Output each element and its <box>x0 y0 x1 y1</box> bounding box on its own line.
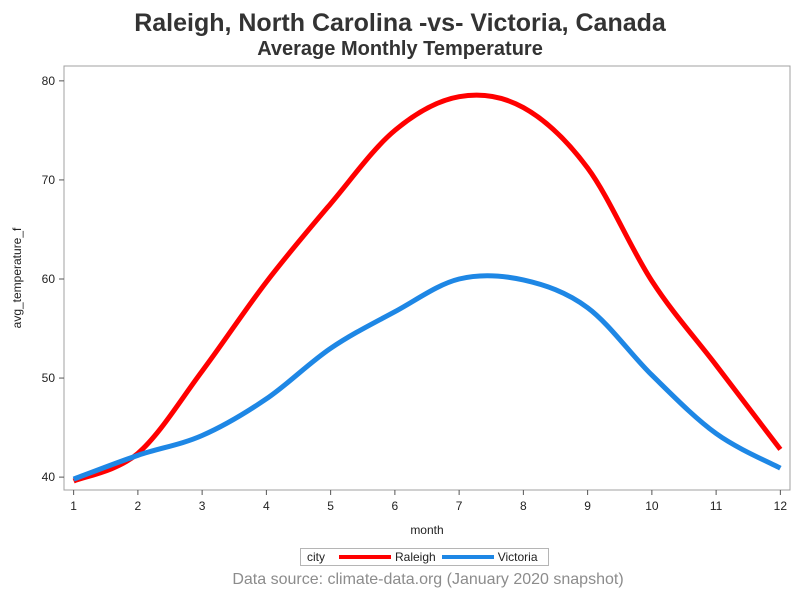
y-tick-label: 60 <box>42 272 56 286</box>
x-axis-label: month <box>410 523 443 537</box>
x-tick-label: 8 <box>520 499 527 513</box>
y-axis: 40 50 60 70 80 <box>42 74 64 484</box>
x-tick-label: 9 <box>584 499 591 513</box>
y-tick-label: 80 <box>42 74 56 88</box>
x-tick-label: 2 <box>135 499 142 513</box>
chart-title: Raleigh, North Carolina -vs- Victoria, C… <box>134 9 666 37</box>
series-line-raleigh <box>72 92 783 484</box>
legend-entry-victoria: Victoria <box>441 550 538 564</box>
x-tick-label: 12 <box>774 499 788 513</box>
legend-title: city <box>307 550 325 564</box>
x-tick-label: 10 <box>645 499 659 513</box>
legend-label-victoria: Victoria <box>497 550 538 564</box>
legend-swatch-raleigh <box>339 555 391 559</box>
legend: city Raleigh Victoria <box>300 548 549 566</box>
x-axis: 1 2 3 4 5 6 7 8 9 10 11 12 <box>70 490 787 513</box>
x-tick-label: 5 <box>327 499 334 513</box>
series-line-victoria <box>72 273 782 482</box>
y-tick-label: 50 <box>42 371 56 385</box>
x-tick-label: 1 <box>70 499 77 513</box>
legend-label-raleigh: Raleigh <box>395 550 436 564</box>
plot-frame <box>63 65 791 491</box>
y-axis-label: avg_temperature_f <box>10 227 24 328</box>
x-tick-label: 7 <box>456 499 463 513</box>
y-tick-label: 40 <box>42 470 56 484</box>
x-tick-label: 3 <box>199 499 206 513</box>
legend-entry-raleigh: Raleigh <box>339 550 436 564</box>
source-note: Data source: climate-data.org (January 2… <box>232 571 624 588</box>
chart-subtitle: Average Monthly Temperature <box>257 38 543 60</box>
x-tick-label: 6 <box>392 499 399 513</box>
x-tick-label: 11 <box>710 499 723 513</box>
x-tick-label: 4 <box>263 499 270 513</box>
series-layer <box>72 92 783 484</box>
y-tick-label: 70 <box>42 173 56 187</box>
legend-swatch-victoria <box>441 555 494 559</box>
